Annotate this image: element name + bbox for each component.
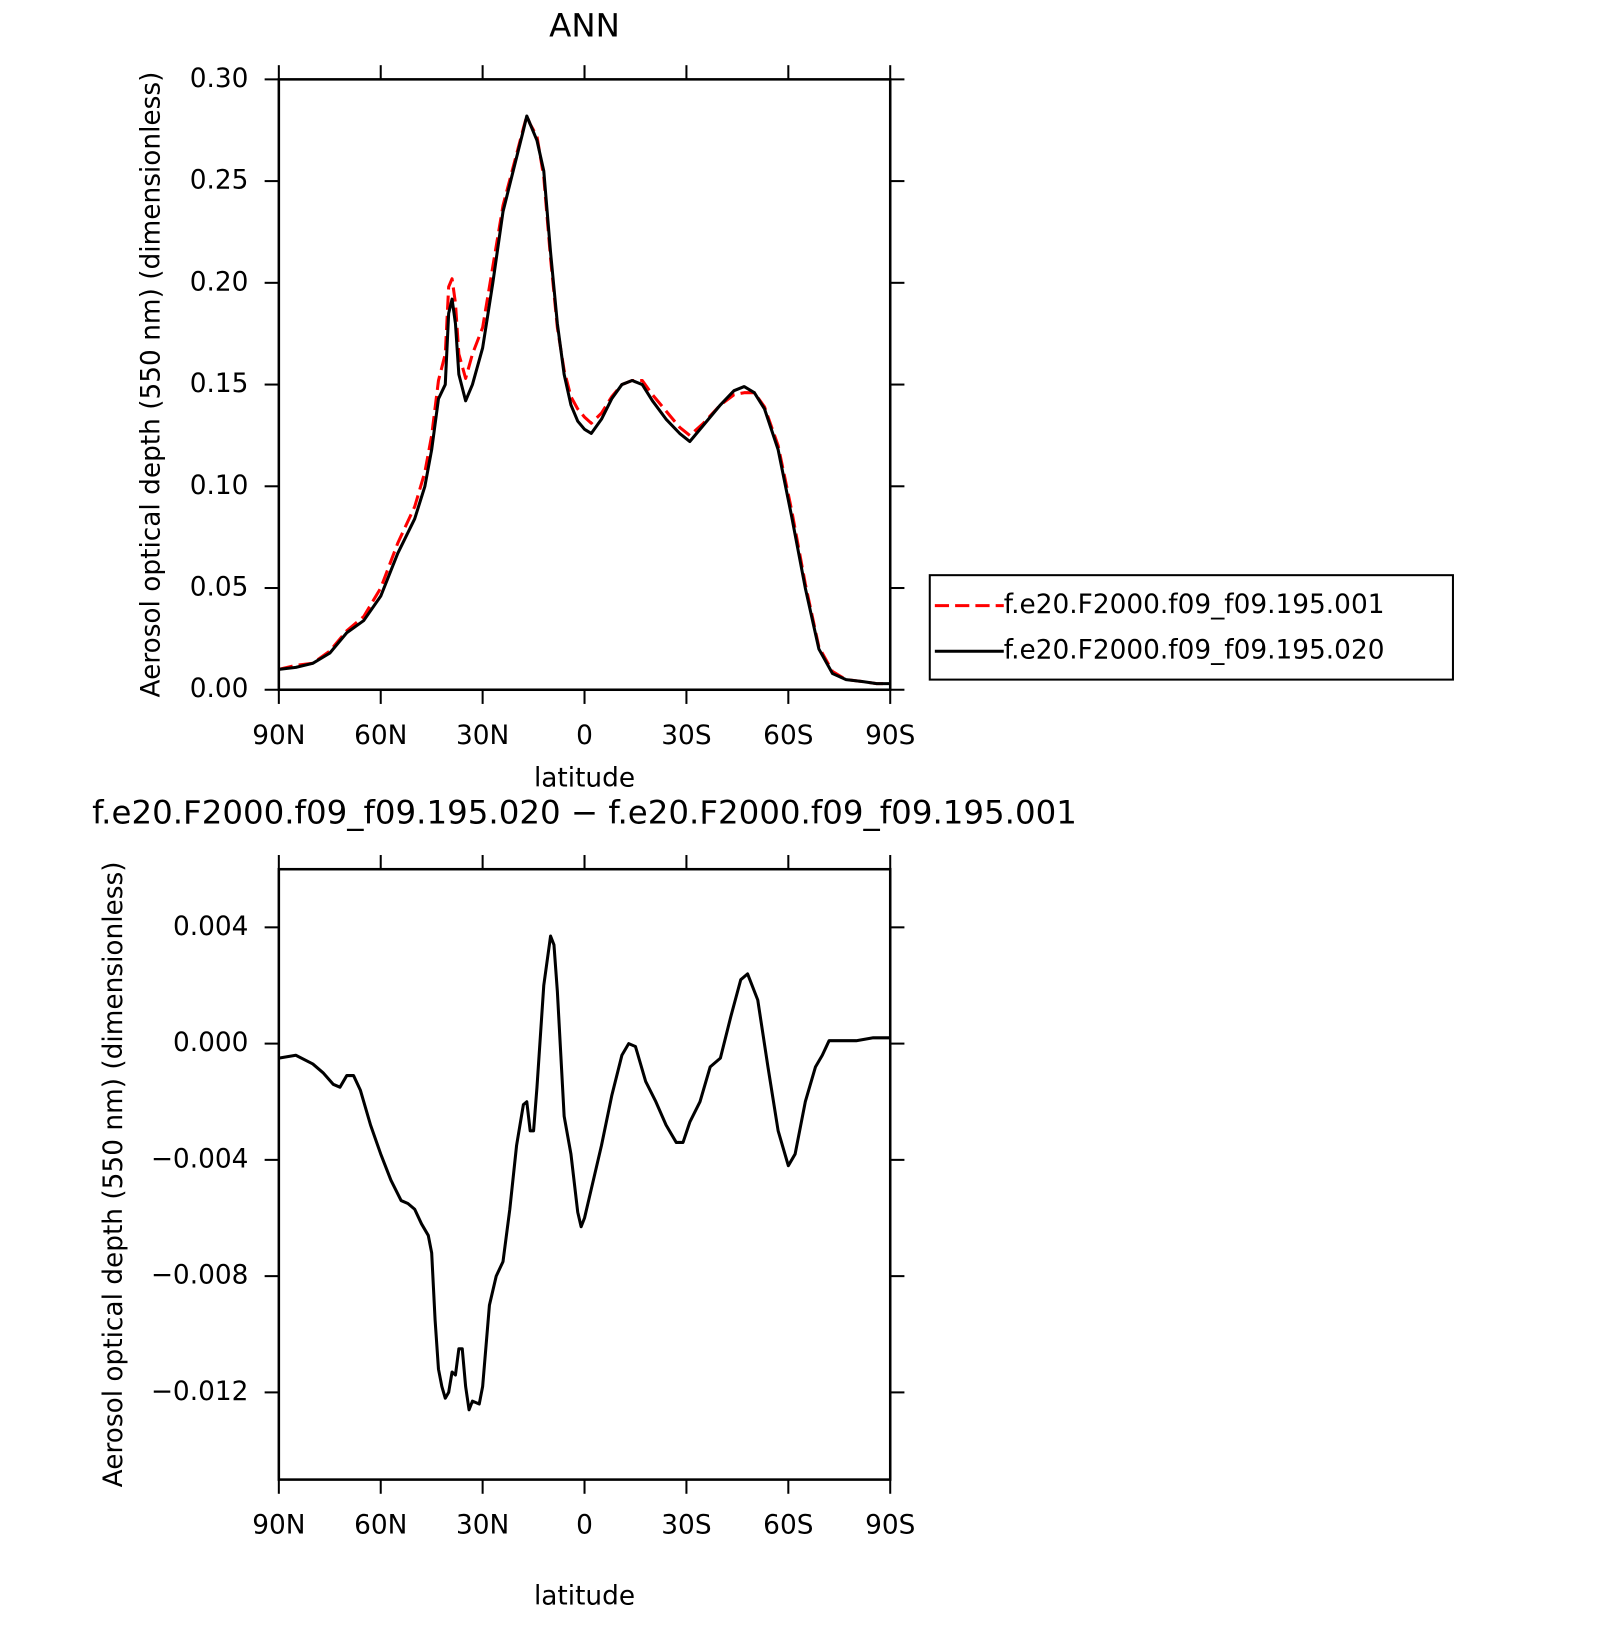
y-tick-label: 0.00 — [190, 674, 249, 704]
y-tick-label: 0.05 — [190, 573, 249, 603]
plot-frame — [277, 78, 892, 692]
y-tick-label: −0.012 — [151, 1377, 249, 1407]
x-tick-label: 60N — [354, 721, 407, 751]
data-line — [278, 114, 891, 686]
x-tick-label: 0 — [576, 721, 593, 751]
y-tick-label: 0.20 — [190, 267, 249, 297]
y-axis-label: Aerosol optical depth (550 nm) (dimensio… — [99, 861, 129, 1487]
y-tick-label: 0.004 — [173, 912, 248, 942]
chart-title: ANN — [549, 7, 620, 45]
x-tick-label: 90S — [865, 1511, 915, 1541]
y-tick-label: 0.000 — [173, 1028, 248, 1058]
x-tick-label: 90S — [865, 721, 915, 751]
legend-label: f.e20.F2000.f09_f09.195.001 — [1004, 590, 1385, 620]
x-tick-label: 60S — [763, 1511, 813, 1541]
y-tick-label: 0.25 — [190, 166, 249, 196]
plot-frame — [277, 867, 892, 1481]
x-tick-label: 30S — [661, 721, 711, 751]
x-tick-label: 30N — [456, 721, 509, 751]
x-tick-label: 60S — [763, 721, 813, 751]
legend-box — [928, 574, 1454, 681]
x-tick-label: 30S — [661, 1511, 711, 1541]
x-tick-label: 0 — [576, 1511, 593, 1541]
y-tick-label: 0.10 — [190, 471, 249, 501]
y-tick-label: 0.15 — [190, 369, 249, 399]
y-tick-label: 0.30 — [190, 64, 249, 94]
x-axis-label: latitude — [534, 763, 635, 793]
x-tick-label: 30N — [456, 1511, 509, 1541]
x-tick-label: 90N — [252, 721, 305, 751]
data-line — [278, 114, 891, 686]
x-axis-label: latitude — [534, 1582, 635, 1612]
legend-label: f.e20.F2000.f09_f09.195.020 — [1004, 636, 1385, 666]
y-tick-label: −0.004 — [151, 1144, 249, 1174]
chart-title: f.e20.F2000.f09_f09.195.020 − f.e20.F200… — [92, 793, 1077, 831]
y-axis-label: Aerosol optical depth (550 nm) (dimensio… — [137, 72, 167, 698]
x-tick-label: 60N — [354, 1511, 407, 1541]
data-line — [278, 934, 891, 1412]
x-tick-label: 90N — [252, 1511, 305, 1541]
y-tick-label: −0.008 — [151, 1261, 249, 1291]
